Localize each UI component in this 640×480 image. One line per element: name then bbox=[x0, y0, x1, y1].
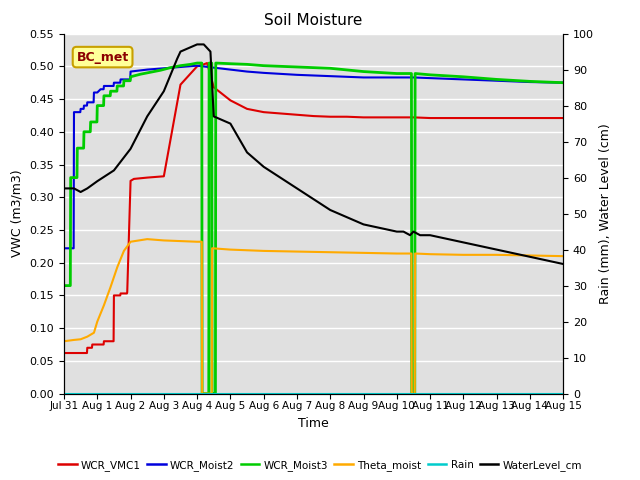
Title: Soil Moisture: Soil Moisture bbox=[264, 13, 363, 28]
X-axis label: Time: Time bbox=[298, 417, 329, 430]
Y-axis label: VWC (m3/m3): VWC (m3/m3) bbox=[11, 170, 24, 257]
Y-axis label: Rain (mm), Water Level (cm): Rain (mm), Water Level (cm) bbox=[600, 123, 612, 304]
Text: BC_met: BC_met bbox=[77, 50, 129, 63]
Legend: WCR_VMC1, WCR_Moist2, WCR_Moist3, Theta_moist, Rain, WaterLevel_cm: WCR_VMC1, WCR_Moist2, WCR_Moist3, Theta_… bbox=[54, 456, 586, 475]
